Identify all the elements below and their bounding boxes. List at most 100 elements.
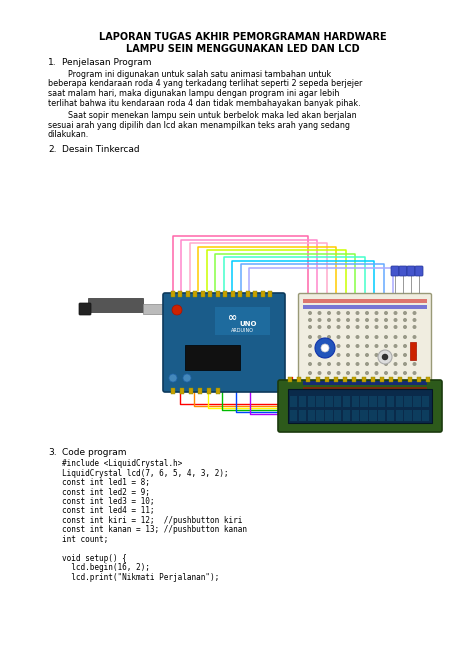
Circle shape [404, 362, 406, 365]
Text: Desain Tinkercad: Desain Tinkercad [62, 145, 140, 153]
FancyBboxPatch shape [407, 266, 415, 276]
Circle shape [385, 344, 387, 347]
Circle shape [346, 344, 349, 347]
Circle shape [382, 354, 388, 360]
Circle shape [375, 336, 378, 338]
Text: lcd.print("Nikmati Perjalanan");: lcd.print("Nikmati Perjalanan"); [62, 573, 219, 582]
FancyBboxPatch shape [399, 266, 407, 276]
Bar [179, 291, 182, 297]
Bar [380, 377, 384, 382]
Circle shape [356, 354, 359, 356]
Circle shape [328, 354, 330, 356]
Circle shape [309, 372, 311, 375]
Circle shape [394, 336, 397, 338]
Bar [290, 396, 298, 407]
Bar [369, 396, 377, 407]
Bar [408, 377, 411, 382]
Bar [360, 396, 368, 407]
Circle shape [413, 354, 416, 356]
Circle shape [337, 326, 340, 328]
Text: LiquidCrystal lcd(7, 6, 5, 4, 3, 2);: LiquidCrystal lcd(7, 6, 5, 4, 3, 2); [62, 468, 228, 478]
Circle shape [385, 319, 387, 322]
Circle shape [328, 362, 330, 365]
Circle shape [404, 326, 406, 328]
Bar [352, 410, 359, 421]
Text: LAPORAN TUGAS AKHIR PEMORGRAMAN HARDWARE: LAPORAN TUGAS AKHIR PEMORGRAMAN HARDWARE [99, 32, 387, 42]
Circle shape [309, 344, 311, 347]
Bar [180, 388, 184, 394]
Bar [215, 307, 270, 335]
Bar [352, 377, 356, 382]
Bar [334, 377, 338, 382]
Circle shape [394, 312, 397, 314]
Bar [290, 410, 298, 421]
Circle shape [366, 319, 368, 322]
Bar [371, 377, 375, 382]
Text: beberapa kendaraan roda 4 yang terkadang terlihat seperti 2 sepeda berjejer: beberapa kendaraan roda 4 yang terkadang… [48, 80, 363, 88]
Bar [417, 377, 421, 382]
Bar [185, 345, 240, 370]
Bar [198, 388, 202, 394]
Text: const int led4 = 11;: const int led4 = 11; [62, 507, 155, 515]
Bar [193, 291, 198, 297]
Circle shape [413, 319, 416, 322]
Circle shape [366, 344, 368, 347]
Bar [303, 381, 427, 385]
Bar [207, 388, 211, 394]
Circle shape [413, 362, 416, 365]
FancyBboxPatch shape [299, 293, 431, 397]
Bar [369, 410, 377, 421]
Circle shape [375, 344, 378, 347]
Circle shape [346, 336, 349, 338]
Circle shape [413, 344, 416, 347]
Circle shape [337, 372, 340, 375]
Text: LAMPU SEIN MENGGUNAKAN LED DAN LCD: LAMPU SEIN MENGGUNAKAN LED DAN LCD [126, 44, 360, 54]
Bar [334, 396, 341, 407]
Circle shape [346, 372, 349, 375]
Bar [231, 291, 235, 297]
Circle shape [169, 374, 177, 382]
Bar [224, 291, 228, 297]
Circle shape [337, 354, 340, 356]
Circle shape [318, 344, 321, 347]
Circle shape [356, 326, 359, 328]
Circle shape [378, 350, 392, 364]
Circle shape [356, 362, 359, 365]
Circle shape [318, 372, 321, 375]
Circle shape [413, 336, 416, 338]
Bar [413, 410, 421, 421]
Bar [316, 377, 319, 382]
Circle shape [346, 326, 349, 328]
Text: 2.: 2. [48, 145, 56, 153]
Circle shape [394, 354, 397, 356]
Circle shape [394, 372, 397, 375]
Text: terlihat bahwa itu kendaraan roda 4 dan tidak membahayakan banyak pihak.: terlihat bahwa itu kendaraan roda 4 dan … [48, 98, 361, 107]
Circle shape [318, 319, 321, 322]
Circle shape [309, 319, 311, 322]
Text: ARDUINO: ARDUINO [230, 328, 254, 334]
Bar [303, 299, 427, 303]
Text: Penjelasan Program: Penjelasan Program [62, 58, 152, 67]
FancyBboxPatch shape [163, 293, 285, 392]
Bar [254, 291, 257, 297]
Bar [297, 377, 301, 382]
Circle shape [337, 344, 340, 347]
Circle shape [366, 372, 368, 375]
Bar [303, 387, 427, 391]
Circle shape [413, 372, 416, 375]
Bar [308, 410, 315, 421]
Circle shape [385, 326, 387, 328]
Bar [299, 410, 306, 421]
Circle shape [183, 374, 191, 382]
Circle shape [309, 354, 311, 356]
Circle shape [309, 312, 311, 314]
Circle shape [328, 312, 330, 314]
Circle shape [328, 336, 330, 338]
Circle shape [321, 344, 329, 352]
Circle shape [328, 326, 330, 328]
Circle shape [385, 336, 387, 338]
Circle shape [337, 362, 340, 365]
Circle shape [346, 312, 349, 314]
Text: UNO: UNO [239, 321, 257, 327]
Bar [303, 305, 427, 309]
